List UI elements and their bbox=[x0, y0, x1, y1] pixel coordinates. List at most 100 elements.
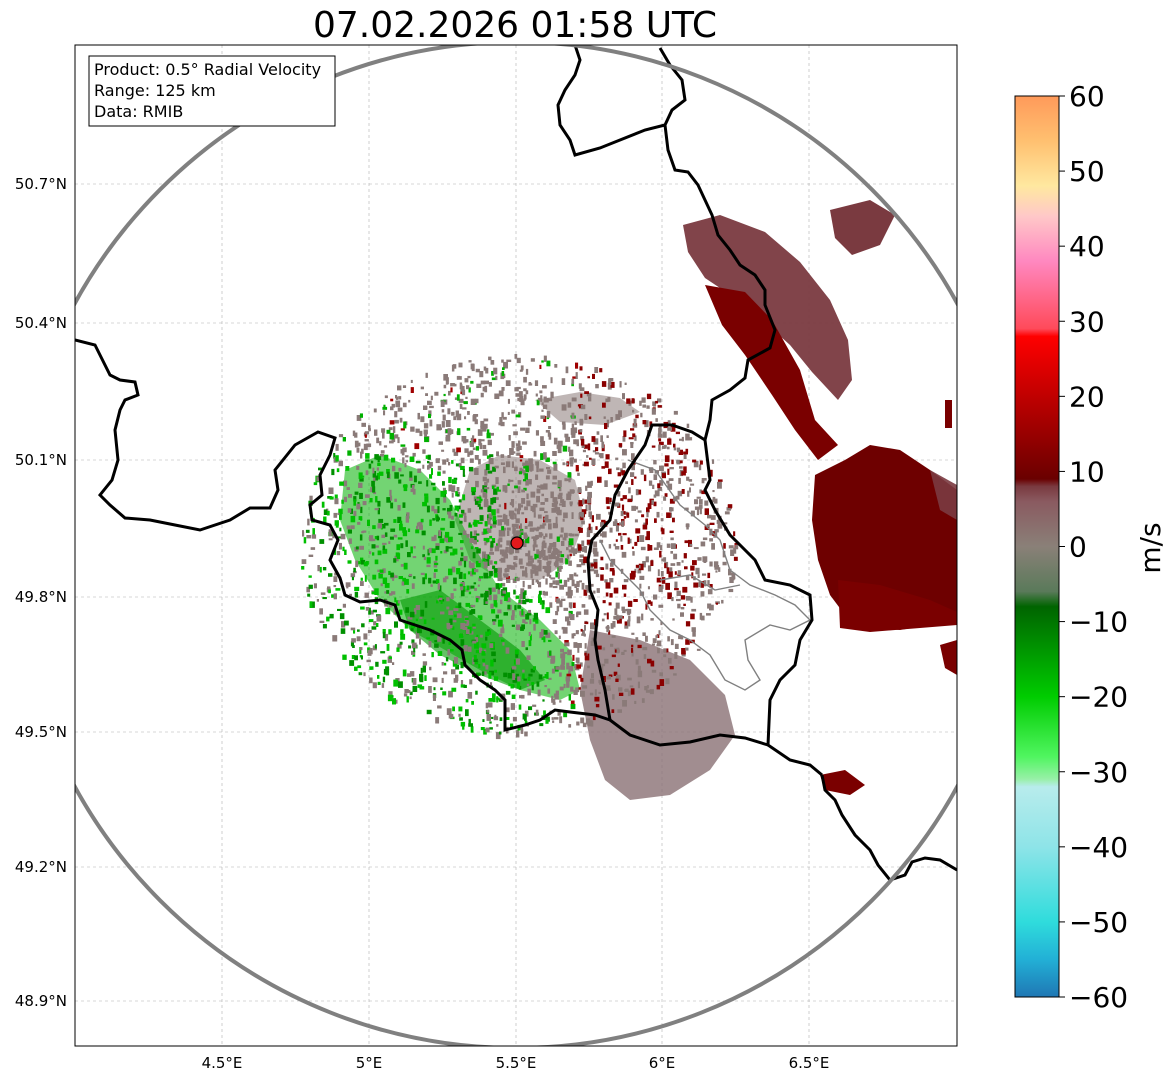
radar-pixel bbox=[455, 463, 459, 467]
radar-pixel bbox=[709, 561, 713, 567]
radar-pixel bbox=[469, 610, 473, 615]
radar-pixel bbox=[455, 410, 459, 418]
radar-pixel bbox=[371, 480, 375, 487]
radar-pixel bbox=[377, 500, 381, 507]
radar-pixel bbox=[347, 508, 352, 513]
radar-pixel bbox=[635, 528, 641, 534]
radar-pixel bbox=[535, 461, 539, 466]
radar-pixel bbox=[659, 550, 662, 558]
radar-pixel bbox=[464, 416, 467, 420]
radar-pixel bbox=[621, 504, 625, 511]
radar-pixel bbox=[496, 451, 499, 457]
radar-pixel bbox=[662, 445, 667, 449]
radar-pixel bbox=[728, 568, 732, 576]
radar-pixel bbox=[675, 495, 680, 500]
radar-pixel bbox=[305, 529, 310, 533]
radar-pixel bbox=[357, 629, 360, 632]
radar-pixel bbox=[502, 529, 506, 537]
radar-pixel bbox=[407, 673, 412, 677]
radar-pixel bbox=[545, 578, 548, 585]
radar-pixel bbox=[493, 594, 498, 602]
radar-pixel bbox=[567, 491, 572, 497]
radar-pixel bbox=[674, 571, 677, 575]
radar-pixel bbox=[368, 428, 371, 432]
radar-pixel bbox=[359, 477, 364, 482]
radar-pixel bbox=[448, 568, 453, 576]
radar-pixel bbox=[382, 568, 386, 574]
radar-pixel bbox=[673, 553, 678, 560]
radar-pixel bbox=[557, 549, 560, 553]
radar-pixel bbox=[560, 648, 564, 653]
radar-pixel bbox=[466, 585, 470, 591]
radar-pixel bbox=[641, 397, 646, 403]
radar-pixel bbox=[374, 508, 379, 511]
radar-pixel bbox=[461, 436, 467, 442]
radar-pixel bbox=[410, 546, 413, 554]
radar-pixel bbox=[581, 559, 586, 566]
radar-pixel bbox=[442, 691, 447, 696]
radar-pixel bbox=[517, 602, 522, 605]
radar-pixel bbox=[516, 682, 521, 689]
radar-pixel bbox=[470, 546, 474, 550]
radar-pixel bbox=[471, 364, 475, 372]
radar-pixel bbox=[525, 573, 528, 578]
radar-pixel bbox=[358, 472, 363, 479]
radar-pixel bbox=[426, 505, 430, 513]
radar-pixel bbox=[594, 452, 600, 455]
radar-pixel bbox=[517, 605, 522, 609]
colorbar-tick-label: −60 bbox=[1069, 981, 1128, 1014]
radar-pixel bbox=[601, 663, 606, 667]
radar-pixel bbox=[667, 592, 672, 600]
radar-pixel bbox=[517, 676, 521, 682]
radar-pixel bbox=[389, 536, 394, 540]
radar-pixel bbox=[451, 626, 455, 630]
radar-pixel bbox=[466, 533, 470, 538]
radar-pixel bbox=[353, 496, 357, 502]
radar-pixel bbox=[392, 575, 398, 578]
radar-pixel bbox=[410, 379, 413, 383]
radar-pixel bbox=[372, 467, 375, 474]
radar-pixel bbox=[523, 479, 526, 482]
radar-pixel bbox=[371, 626, 377, 630]
radar-pixel bbox=[664, 493, 668, 497]
radar-pixel bbox=[518, 391, 523, 397]
radar-pixel bbox=[472, 657, 475, 665]
radar-pixel bbox=[623, 579, 629, 583]
radar-pixel bbox=[568, 538, 574, 546]
radar-pixel bbox=[536, 488, 541, 494]
radar-pixel bbox=[527, 560, 533, 567]
colorbar-bar bbox=[1014, 95, 1060, 998]
radar-pixel bbox=[437, 427, 442, 430]
radar-pixel bbox=[622, 495, 627, 500]
radar-pixel bbox=[685, 621, 691, 627]
radar-pixel bbox=[608, 378, 612, 386]
radar-pixel bbox=[617, 709, 622, 713]
radar-pixel bbox=[511, 461, 514, 468]
radar-pixel bbox=[495, 375, 498, 381]
radar-pixel bbox=[375, 661, 379, 667]
radar-pixel bbox=[347, 450, 352, 456]
radar-pixel bbox=[665, 582, 670, 590]
radar-pixel bbox=[577, 646, 580, 653]
radar-pixel bbox=[520, 729, 524, 734]
radar-pixel bbox=[507, 672, 512, 679]
radar-pixel bbox=[515, 518, 520, 524]
radar-pixel bbox=[397, 537, 403, 540]
radar-pixel bbox=[616, 647, 620, 654]
radar-pixel bbox=[465, 709, 469, 717]
radar-pixel bbox=[492, 587, 496, 592]
radar-pixel bbox=[493, 658, 496, 663]
radar-pixel bbox=[492, 693, 496, 700]
radar-pixel bbox=[600, 522, 604, 527]
country-border-north bbox=[556, 45, 666, 157]
radar-pixel bbox=[436, 600, 439, 604]
radar-pixel bbox=[557, 446, 562, 454]
radar-pixel bbox=[462, 626, 468, 630]
radar-pixel bbox=[599, 681, 604, 685]
echo-receding-east-edge bbox=[930, 470, 957, 520]
radar-pixel bbox=[510, 683, 514, 689]
radar-pixel bbox=[620, 545, 624, 550]
radar-pixel bbox=[402, 530, 408, 537]
radar-pixel bbox=[464, 448, 469, 453]
radar-pixel bbox=[443, 393, 446, 397]
